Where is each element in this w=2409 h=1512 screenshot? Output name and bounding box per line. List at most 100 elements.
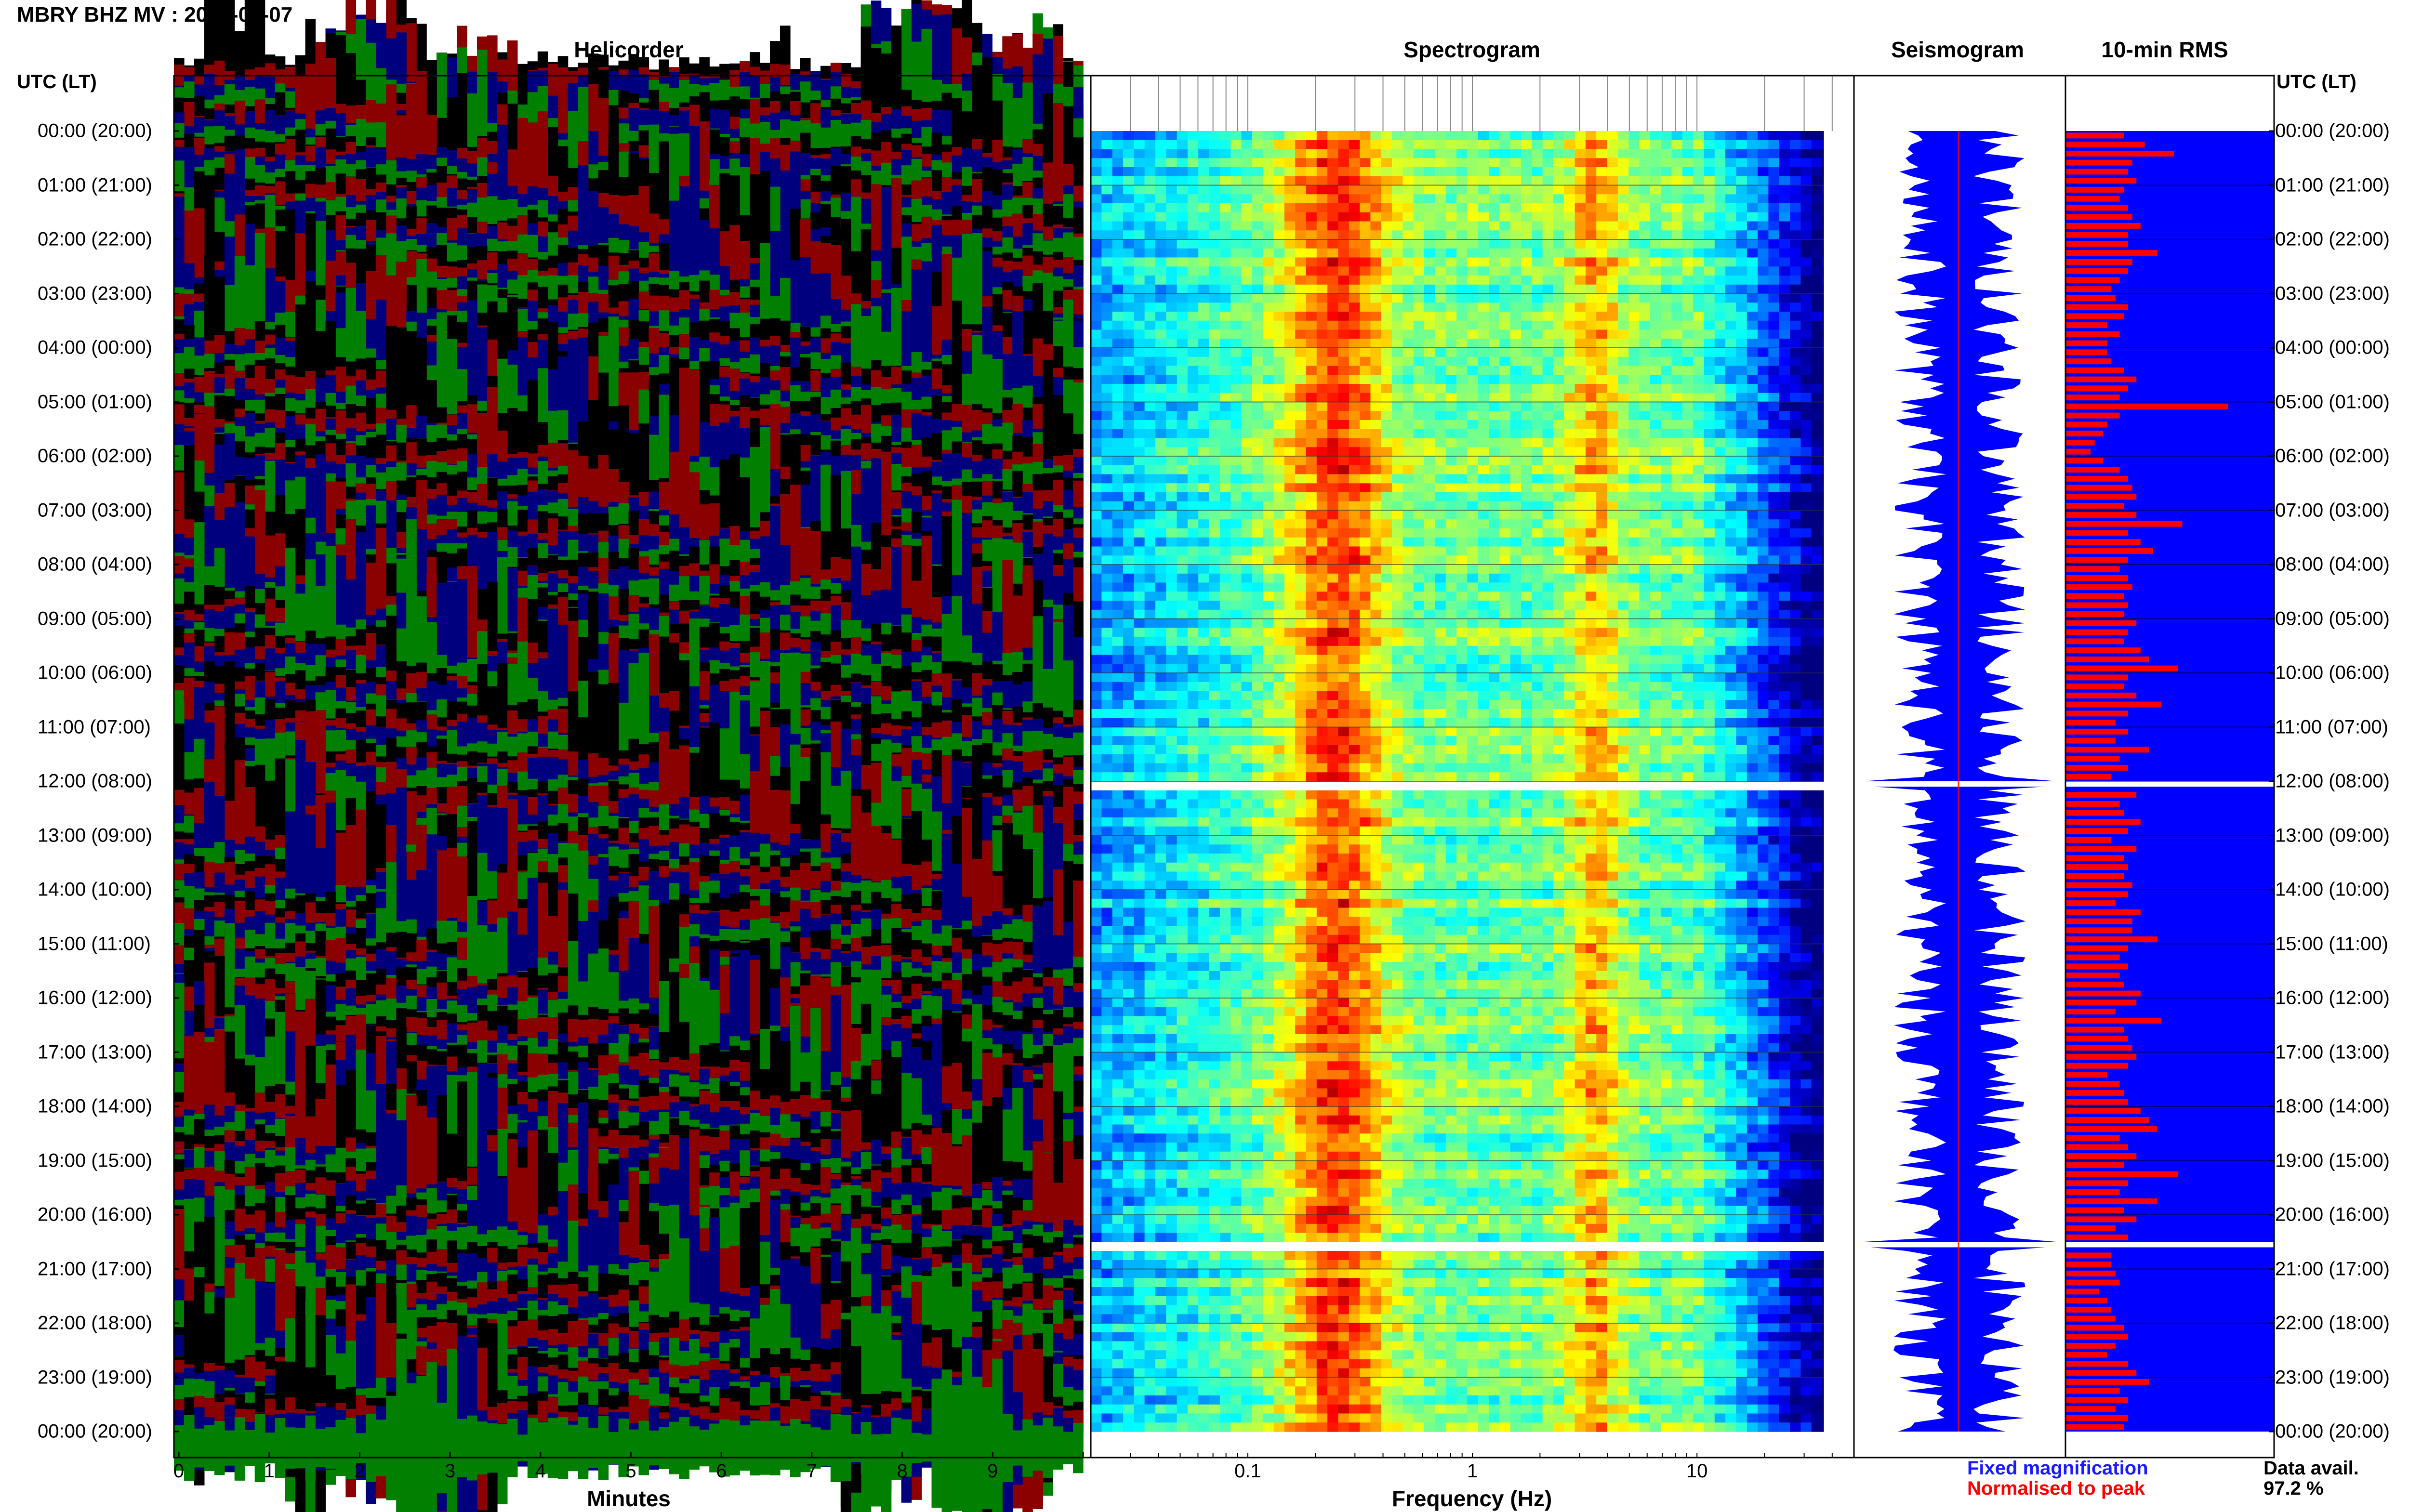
spectrogram-cell bbox=[1650, 212, 1661, 222]
spectrogram-cell bbox=[1779, 573, 1790, 583]
spectrogram-cell bbox=[1241, 501, 1253, 511]
spectrogram-cell bbox=[1790, 356, 1801, 367]
spectrogram-cell bbox=[1144, 628, 1156, 637]
spectrogram-cell bbox=[1241, 194, 1253, 204]
spectrogram-cell bbox=[1381, 356, 1392, 367]
spectrogram-cell bbox=[1693, 645, 1704, 656]
spectrogram-cell bbox=[1403, 356, 1414, 367]
spectrogram-cell bbox=[1779, 284, 1790, 294]
spectrogram-cell bbox=[1231, 420, 1242, 430]
spectrogram-cell bbox=[1327, 637, 1338, 646]
spectrogram-cell bbox=[1800, 492, 1812, 502]
spectrogram-cell bbox=[1575, 221, 1586, 231]
spectrogram-cell bbox=[1187, 348, 1199, 357]
spectrogram-cell bbox=[1671, 492, 1683, 502]
spectrogram-cell bbox=[1682, 628, 1694, 637]
spectrogram-cell bbox=[1779, 167, 1790, 177]
spectrogram-cell bbox=[1456, 483, 1468, 493]
spectrogram-cell bbox=[1338, 149, 1350, 158]
spectrogram-cell bbox=[1510, 221, 1522, 231]
spectrogram-cell bbox=[1564, 447, 1575, 457]
spectrogram-cell bbox=[1779, 375, 1790, 384]
spectrogram-cell bbox=[1564, 492, 1575, 502]
spectrogram-cell bbox=[1639, 592, 1651, 601]
spectrogram-cell bbox=[1219, 167, 1231, 177]
spectrogram-cell bbox=[1381, 366, 1392, 375]
spectrogram-cell bbox=[1521, 438, 1532, 447]
spectrogram-cell bbox=[1499, 573, 1511, 583]
spectrogram-cell bbox=[1349, 637, 1360, 646]
spectrogram-cell bbox=[1435, 402, 1446, 411]
spectrogram-cell bbox=[1478, 366, 1489, 375]
spectrogram-cell bbox=[1445, 284, 1457, 294]
spectrogram-cell bbox=[1273, 239, 1285, 249]
spectrogram-cell bbox=[1166, 420, 1178, 430]
spectrogram-cell bbox=[1327, 131, 1338, 141]
spectrogram-cell bbox=[1747, 176, 1758, 186]
spectrogram-cell bbox=[1263, 618, 1274, 628]
spectrogram-cell bbox=[1510, 438, 1522, 447]
spectrogram-cell bbox=[1316, 302, 1328, 312]
spectrogram-cell bbox=[1263, 375, 1274, 384]
spectrogram-cell bbox=[1768, 402, 1780, 411]
spectrogram-cell bbox=[1252, 366, 1263, 375]
spectrogram-cell bbox=[1489, 420, 1500, 430]
spectrogram-cell bbox=[1521, 555, 1532, 565]
spectrogram-cell bbox=[1607, 212, 1618, 222]
spectrogram-cell bbox=[1112, 664, 1124, 673]
spectrogram-cell bbox=[1327, 754, 1338, 764]
spectrogram-cell bbox=[1273, 339, 1285, 348]
spectrogram-cell bbox=[1564, 645, 1575, 656]
spectrogram-cell bbox=[1241, 212, 1253, 222]
spectrogram-cell bbox=[1467, 628, 1479, 637]
spectrogram-cell bbox=[1424, 131, 1435, 141]
spectrogram-cell bbox=[1736, 312, 1747, 321]
spectrogram-cell bbox=[1575, 276, 1586, 285]
spectrogram-cell bbox=[1445, 456, 1457, 466]
spectrogram-cell bbox=[1263, 402, 1274, 411]
spectrogram-cell bbox=[1123, 149, 1134, 158]
spectrogram-cell bbox=[1263, 655, 1274, 664]
spectrogram-cell bbox=[1693, 465, 1704, 475]
spectrogram-cell bbox=[1585, 718, 1597, 728]
spectrogram-cell bbox=[1219, 519, 1231, 529]
spectrogram-cell bbox=[1155, 754, 1166, 764]
spectrogram-cell bbox=[1219, 709, 1231, 719]
spectrogram-cell bbox=[1768, 393, 1780, 403]
spectrogram-cell bbox=[1553, 618, 1564, 628]
spectrogram-cell bbox=[1790, 519, 1801, 529]
spectrogram-cell bbox=[1403, 149, 1414, 158]
spectrogram-cell bbox=[1736, 736, 1747, 746]
spectrogram-cell bbox=[1596, 438, 1608, 447]
spectrogram-cell bbox=[1585, 537, 1597, 547]
spectrogram-cell bbox=[1693, 474, 1704, 484]
spectrogram-cell bbox=[1499, 474, 1511, 484]
spectrogram-cell bbox=[1822, 709, 1824, 719]
spectrogram-cell bbox=[1682, 573, 1694, 583]
spectrogram-cell bbox=[1682, 700, 1694, 710]
spectrogram-cell bbox=[1424, 483, 1435, 493]
spectrogram-cell bbox=[1370, 474, 1382, 484]
spectrogram-cell bbox=[1177, 194, 1188, 204]
spectrogram-cell bbox=[1295, 158, 1307, 168]
spectrogram-cell bbox=[1338, 276, 1350, 285]
spectrogram-cell bbox=[1134, 230, 1145, 240]
spectrogram-cell bbox=[1650, 447, 1661, 457]
spectrogram-cell bbox=[1790, 348, 1801, 357]
spectrogram-cell bbox=[1177, 203, 1188, 213]
spectrogram-cell bbox=[1607, 194, 1618, 204]
spectrogram-cell bbox=[1284, 248, 1296, 258]
spectrogram-cell bbox=[1725, 519, 1736, 529]
spectrogram-cell bbox=[1617, 248, 1629, 258]
spectrogram-cell bbox=[1521, 519, 1532, 529]
spectrogram-cell bbox=[1617, 203, 1629, 213]
spectrogram-cell bbox=[1284, 582, 1296, 592]
spectrogram-cell bbox=[1607, 375, 1618, 384]
spectrogram-cell bbox=[1392, 745, 1403, 755]
spectrogram-cell bbox=[1499, 149, 1511, 158]
spectrogram-cell bbox=[1134, 158, 1145, 168]
spectrogram-cell bbox=[1607, 429, 1618, 439]
spectrogram-cell bbox=[1166, 230, 1178, 240]
spectrogram-cell bbox=[1209, 140, 1220, 150]
spectrogram-cell bbox=[1800, 474, 1812, 484]
